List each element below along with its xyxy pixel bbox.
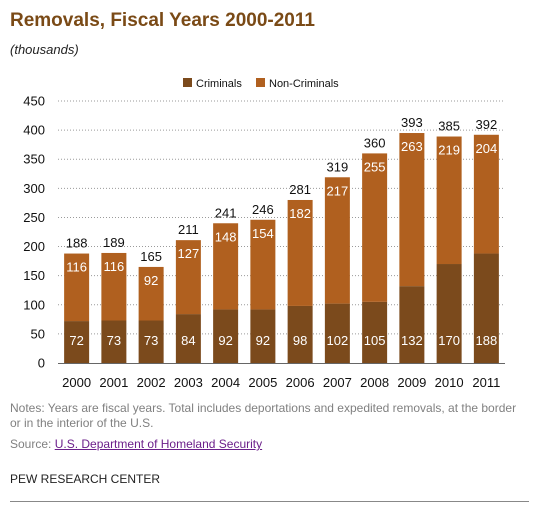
total-label: 188	[66, 236, 88, 251]
bar-segment	[473, 253, 499, 363]
legend-label: Non-Criminals	[269, 78, 339, 90]
legend-label: Criminals	[196, 78, 242, 90]
total-label: 393	[401, 115, 423, 130]
bar-segment	[175, 240, 201, 315]
bar-segment	[64, 321, 90, 363]
bar-segment	[250, 309, 276, 363]
bar-segment	[213, 309, 239, 363]
bar-segment	[138, 266, 164, 321]
bar-segment	[101, 320, 127, 363]
total-label: 281	[289, 182, 311, 197]
y-tick-label: 400	[23, 123, 45, 138]
bar-segment	[473, 134, 499, 254]
bar-segment	[138, 320, 164, 363]
x-tick-label: 2006	[286, 375, 315, 390]
x-tick-label: 2001	[99, 375, 128, 390]
data-label: 73	[144, 333, 158, 348]
source-label: Source:	[10, 437, 55, 451]
y-tick-label: 50	[31, 326, 45, 341]
source-link[interactable]: U.S. Department of Homeland Security	[54, 437, 263, 451]
y-tick-label: 300	[23, 181, 45, 196]
y-tick-label: 350	[23, 152, 45, 167]
bar-segment	[436, 264, 462, 363]
total-label: 392	[476, 117, 498, 132]
bar-segment	[250, 219, 276, 310]
data-label: 92	[256, 333, 270, 348]
data-label: 92	[144, 273, 158, 288]
y-tick-label: 150	[23, 268, 45, 283]
org-name: PEW RESEARCH CENTER	[10, 472, 161, 486]
data-label: 255	[364, 159, 386, 174]
x-tick-label: 2000	[62, 375, 91, 390]
x-tick-label: 2010	[435, 375, 464, 390]
source-line: Source: U.S. Department of Homeland Secu…	[10, 437, 262, 451]
data-label: 188	[476, 333, 498, 348]
bar-segment	[287, 305, 313, 363]
data-label: 98	[293, 333, 307, 348]
stacked-bar-chart: 0 50 100 150 200 250 300 350 400 450 Criminals Non-…	[23, 78, 505, 390]
data-label: 204	[476, 141, 498, 156]
data-label: 154	[252, 226, 274, 241]
bar-segment	[324, 177, 350, 304]
data-label: 170	[438, 333, 460, 348]
x-tick-label: 2004	[211, 375, 240, 390]
y-tick-label: 0	[38, 356, 45, 371]
total-label: 165	[140, 249, 162, 264]
data-label: 127	[178, 246, 200, 261]
data-label: 132	[401, 333, 423, 348]
data-label: 102	[327, 333, 349, 348]
chart-subtitle: (thousands)	[10, 42, 79, 57]
legend-swatch	[256, 78, 265, 87]
y-tick-label: 450	[23, 94, 45, 109]
chart-notes: Notes: Years are fiscal years. Total inc…	[10, 401, 517, 430]
bar-segment	[362, 153, 388, 302]
bar-segment	[101, 252, 127, 321]
y-tick-label: 200	[23, 239, 45, 254]
total-label: 246	[252, 202, 274, 217]
bar-segment	[175, 314, 201, 363]
x-tick-label: 2005	[248, 375, 277, 390]
total-label: 211	[178, 222, 199, 237]
bar-segment	[64, 253, 90, 322]
data-label: 182	[289, 206, 311, 221]
x-tick-label: 2002	[137, 375, 166, 390]
total-label: 360	[364, 135, 386, 150]
data-label: 116	[66, 260, 87, 275]
data-label: 217	[327, 183, 349, 198]
data-label: 148	[215, 229, 237, 244]
total-label: 189	[103, 235, 125, 250]
data-label: 219	[438, 143, 460, 158]
y-tick-label: 250	[23, 210, 45, 225]
y-tick-label: 100	[23, 297, 45, 312]
bar-segment	[436, 136, 462, 265]
data-label: 72	[69, 333, 83, 348]
data-label: 116	[104, 259, 125, 274]
x-tick-label: 2011	[472, 375, 500, 390]
data-label: 92	[218, 333, 232, 348]
total-label: 385	[438, 119, 460, 134]
data-label: 84	[181, 333, 195, 348]
total-label: 319	[327, 159, 349, 174]
x-tick-label: 2003	[174, 375, 203, 390]
data-label: 263	[401, 139, 423, 154]
total-label: 241	[215, 205, 237, 220]
bar-segment	[362, 301, 388, 363]
data-label: 73	[107, 333, 121, 348]
bar-segment	[399, 286, 425, 363]
chart-title: Removals, Fiscal Years 2000-2011	[10, 10, 315, 31]
bar-segment	[399, 133, 425, 287]
x-tick-label: 2009	[397, 375, 426, 390]
footer-divider	[10, 501, 529, 502]
x-tick-label: 2007	[323, 375, 352, 390]
legend-swatch	[183, 78, 192, 87]
bar-segment	[287, 199, 313, 306]
bar-segment	[324, 303, 350, 363]
x-tick-label: 2008	[360, 375, 389, 390]
data-label: 105	[364, 333, 386, 348]
bar-segment	[213, 223, 239, 310]
